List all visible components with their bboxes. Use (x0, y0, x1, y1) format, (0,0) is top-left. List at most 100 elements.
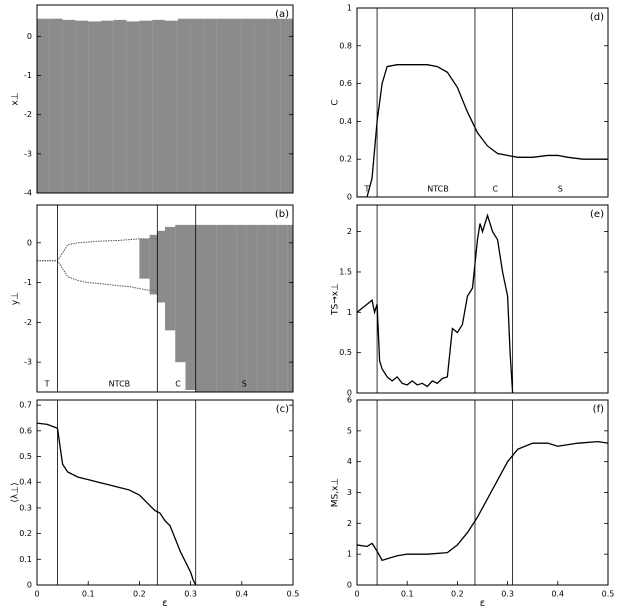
panel: 0 -1 -2 -3 -4 (a) x⊥ (11, 4, 294, 198)
range-band (195, 224, 206, 392)
x-tick-label: 0.1 (401, 590, 414, 599)
y-tick-label: 0.7 (19, 401, 32, 410)
plot-frame (36, 204, 294, 393)
range-band (177, 18, 191, 193)
range-band (157, 230, 165, 303)
panel-label: (a) (275, 9, 289, 20)
region-label: S (558, 185, 563, 194)
range-band (175, 224, 186, 363)
x-tick-label: 0.2 (451, 590, 464, 599)
y-tick-label: 0.8 (339, 41, 352, 50)
y-axis-label: C (331, 99, 341, 105)
plot-frame (356, 399, 609, 586)
range-band (126, 21, 140, 193)
range-band (203, 18, 217, 193)
plot-area (37, 422, 197, 585)
y-tick-label: -4 (24, 189, 32, 198)
range-band (152, 19, 165, 193)
range-band (165, 20, 178, 193)
panel: 0 0.2 0.4 0.6 0.8 1 T NTCB C S (d) C (331, 4, 609, 202)
range-band (88, 21, 101, 193)
y-tick-label: 0.1 (19, 555, 32, 564)
y-tick-label: 1 (347, 308, 352, 317)
range-band (236, 224, 247, 392)
region-label: NTCB (427, 185, 448, 194)
range-band (139, 20, 153, 193)
x-tick-label: 0 (354, 590, 359, 599)
plot-area (357, 213, 514, 393)
range-band (216, 18, 229, 193)
range-band (139, 238, 150, 279)
y-tick-label: -2 (24, 110, 32, 119)
y-tick-label: 5 (347, 426, 352, 435)
range-band (37, 18, 50, 193)
x-tick-label: 0.1 (82, 590, 95, 599)
y-tick-label: -1 (24, 278, 32, 287)
region-label: S (242, 380, 247, 389)
range-band (185, 224, 196, 391)
range-band (49, 18, 63, 193)
y-tick-label: 0.6 (19, 426, 32, 435)
region-label: C (175, 380, 181, 389)
y-tick-label: 0.5 (339, 348, 352, 357)
range-band (277, 224, 288, 392)
range-band (205, 224, 217, 392)
y-tick-label: 6 (347, 396, 352, 405)
x-tick-label: 0.3 (184, 590, 197, 599)
branch-line (37, 238, 158, 262)
range-band (62, 19, 76, 193)
region-label: C (493, 185, 499, 194)
data-line (357, 213, 514, 393)
y-tick-label: 0 (347, 193, 352, 202)
panel-label: (f) (593, 404, 604, 415)
range-band (267, 224, 278, 392)
y-tick-label: 0.6 (339, 79, 352, 88)
y-tick-label: 0.4 (339, 117, 352, 126)
y-tick-label: 1 (347, 4, 352, 13)
y-tick-label: 2 (347, 227, 352, 236)
x-tick-label: 0.3 (501, 590, 514, 599)
plot-area (37, 18, 293, 193)
plot-area (37, 224, 293, 392)
plot-frame (36, 399, 294, 586)
panel-label: (b) (275, 209, 289, 220)
y-tick-label: 1 (347, 550, 352, 559)
data-line (357, 64, 608, 197)
y-axis-label: MS,x⊥ (331, 478, 341, 508)
panel: 0 0.1 0.2 0.3 0.4 0.5 0.6 0.7 0 0.1 0.2 0.3 0.4 0.5 (c… (11, 399, 300, 608)
range-band (113, 19, 127, 193)
plot-frame (356, 204, 609, 394)
y-tick-label: 0.5 (19, 452, 32, 461)
range-band (280, 18, 293, 193)
region-label: NTCB (109, 380, 130, 389)
y-axis-label: TS→x⊥ (331, 283, 341, 316)
plot-area (357, 440, 608, 562)
x-tick-label: 0 (34, 590, 39, 599)
y-tick-label: -3 (24, 149, 32, 158)
panel-label: (c) (276, 404, 289, 415)
range-band (241, 18, 255, 193)
y-tick-label: 0 (347, 581, 352, 590)
x-tick-label: 0.5 (602, 590, 615, 599)
y-tick-label: 3 (347, 488, 352, 497)
range-band (165, 226, 176, 331)
range-band (257, 224, 268, 392)
panel: 0 1 2 3 4 5 6 0 0.1 0.2 0.3 0.4 0.5 (f) MS,x⊥ ε (331, 396, 615, 608)
range-band (254, 18, 268, 193)
range-band (190, 18, 204, 193)
y-tick-label: -3 (24, 358, 32, 367)
x-tick-label: 0.4 (551, 590, 564, 599)
x-tick-label: 0.5 (287, 590, 300, 599)
y-axis-label: y⊥ (11, 292, 21, 305)
panel: 0 0.5 1 1.5 2 (e) TS→x⊥ (331, 204, 609, 398)
y-tick-label: 0 (27, 238, 32, 247)
y-tick-label: 1.5 (339, 267, 352, 276)
y-tick-label: -2 (24, 318, 32, 327)
panel: 0 -1 -2 -3 T NTCB C S (b) y⊥ (11, 204, 294, 393)
y-axis-label: x⊥ (11, 92, 21, 105)
plot-frame (36, 4, 294, 194)
plot-frame (356, 7, 609, 198)
y-tick-label: 4 (347, 457, 352, 466)
x-tick-label: 0.4 (235, 590, 248, 599)
range-band (246, 224, 258, 392)
